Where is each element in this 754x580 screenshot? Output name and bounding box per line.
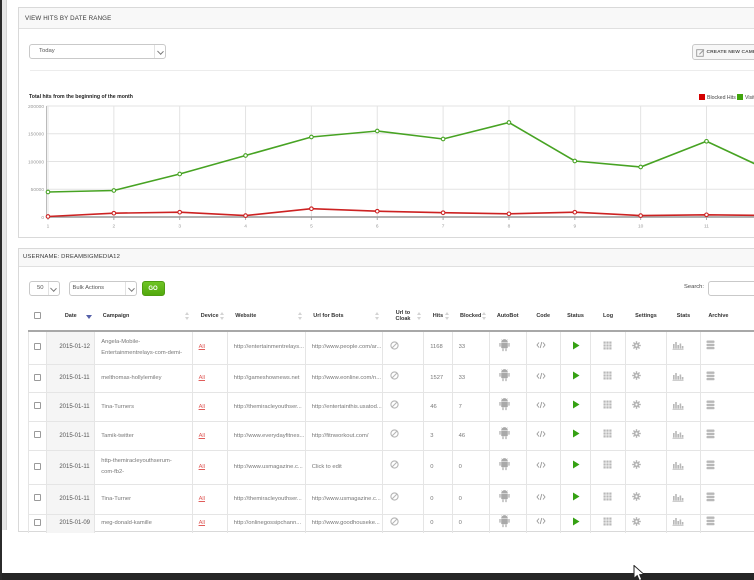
svg-text:150000: 150000 bbox=[28, 132, 44, 138]
svg-text:9: 9 bbox=[573, 224, 576, 230]
svg-text:7: 7 bbox=[442, 224, 445, 230]
svg-text:1: 1 bbox=[47, 224, 50, 230]
svg-text:4: 4 bbox=[244, 224, 247, 230]
svg-text:50000: 50000 bbox=[31, 187, 45, 193]
svg-text:11: 11 bbox=[704, 224, 709, 230]
svg-text:3: 3 bbox=[178, 224, 181, 230]
svg-text:100000: 100000 bbox=[28, 159, 44, 165]
svg-text:10: 10 bbox=[638, 224, 644, 230]
svg-text:5: 5 bbox=[310, 224, 313, 230]
svg-text:6: 6 bbox=[376, 224, 379, 230]
svg-text:0: 0 bbox=[41, 215, 44, 221]
svg-text:8: 8 bbox=[508, 224, 511, 230]
svg-text:2: 2 bbox=[113, 224, 116, 230]
svg-text:200000: 200000 bbox=[28, 104, 44, 110]
